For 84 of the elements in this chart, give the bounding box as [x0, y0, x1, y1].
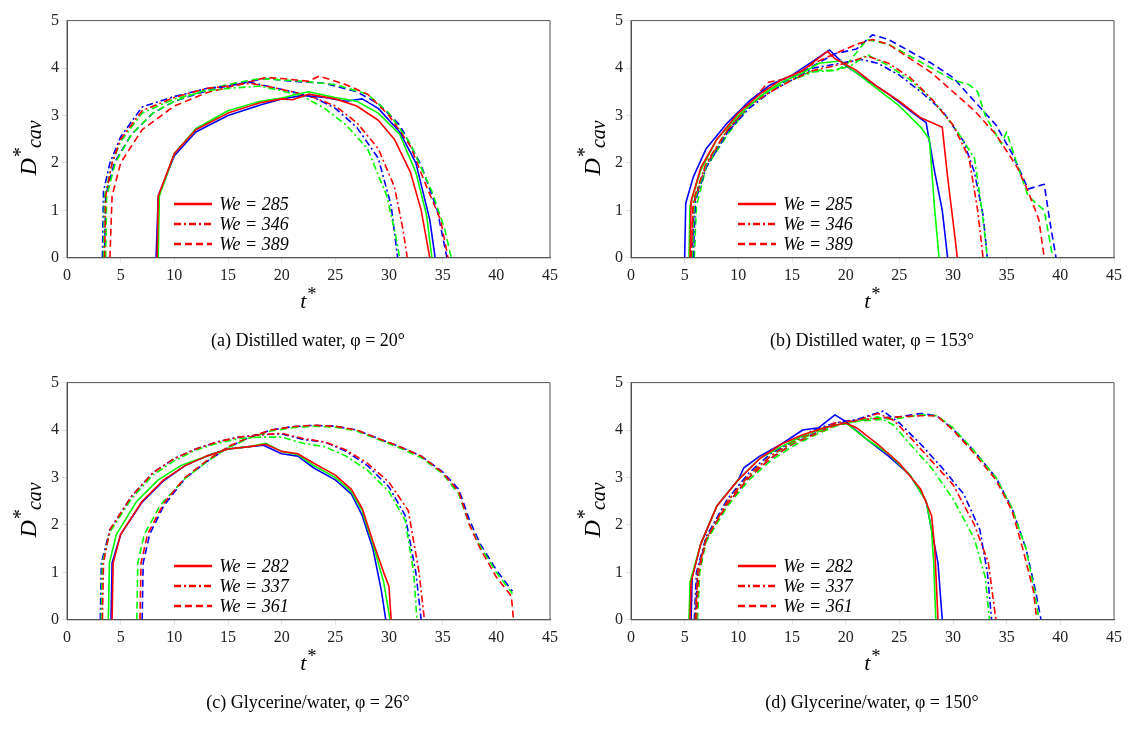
x-tick-label: 35: [434, 627, 451, 645]
x-axis-title: t$^{*}$: [299, 284, 317, 315]
x-tick-label: 10: [730, 265, 747, 283]
text: (b) Distilled water, φ = 153°: [769, 330, 975, 351]
y-tick-label: 0: [615, 248, 623, 265]
x-axis-title: t$^{*}$: [863, 646, 881, 677]
x-tick-label: 25: [327, 265, 344, 283]
x-tick-label: 10: [166, 627, 183, 645]
x-tick-label: 30: [381, 627, 397, 645]
x-tick-label: 15: [220, 627, 236, 645]
y-tick-label: 1: [51, 200, 59, 218]
x-tick-label: 40: [488, 265, 505, 283]
x-tick-label: 5: [680, 627, 689, 645]
x-tick-label: 35: [998, 265, 1015, 283]
x-tick-label: 5: [116, 265, 125, 283]
y-tick-label: 2: [615, 515, 623, 533]
x-tick-label: 30: [381, 265, 397, 283]
legend-label: We = 389: [783, 233, 853, 254]
y-tick-label: 3: [51, 105, 59, 123]
text: (c) Glycerine/water, φ = 26°: [205, 692, 411, 713]
x-tick-label: 40: [488, 627, 505, 645]
x-tick-label: 5: [116, 627, 125, 645]
x-tick-label: 25: [891, 627, 908, 645]
x-tick-label: 15: [784, 265, 800, 283]
legend-label: We = 346: [219, 213, 289, 234]
x-tick-label: 30: [945, 627, 961, 645]
x-tick-label: 0: [627, 265, 635, 283]
x-tick-label: 20: [837, 627, 854, 645]
x-tick-label: 5: [680, 265, 689, 283]
legend-label: We = 285: [219, 193, 289, 214]
x-tick-label: 20: [837, 265, 854, 283]
x-tick-label: 35: [998, 627, 1015, 645]
x-axis-title: t$^{*}$: [863, 284, 881, 315]
y-tick-label: 1: [615, 562, 623, 580]
y-tick-label: 3: [615, 467, 623, 485]
y-tick-label: 4: [615, 420, 623, 438]
y-tick-label: 2: [51, 515, 59, 533]
x-tick-label: 10: [166, 265, 183, 283]
legend-label: We = 361: [219, 595, 289, 616]
y-tick-label: 4: [615, 58, 623, 76]
x-tick-label: 45: [542, 265, 558, 283]
x-tick-label: 0: [63, 627, 71, 645]
text: (d) Glycerine/water, φ = 150°: [764, 692, 980, 713]
x-tick-label: 45: [1106, 627, 1122, 645]
x-tick-label: 20: [273, 265, 290, 283]
legend-label: We = 361: [783, 595, 853, 616]
legend-label: We = 337: [219, 575, 289, 596]
y-tick-label: 0: [615, 610, 623, 627]
legend-label: We = 346: [783, 213, 853, 234]
y-tick-label: 5: [51, 372, 59, 390]
y-tick-label: 3: [51, 467, 59, 485]
x-tick-label: 40: [1052, 265, 1069, 283]
y-tick-label: 5: [615, 10, 623, 28]
y-tick-label: 2: [615, 153, 623, 171]
x-axis-title: t$^{*}$: [299, 646, 317, 677]
y-tick-label: 5: [615, 372, 623, 390]
legend-label: We = 337: [783, 575, 853, 596]
y-tick-label: 1: [615, 200, 623, 218]
x-tick-label: 10: [730, 627, 747, 645]
x-tick-label: 15: [220, 265, 236, 283]
x-tick-label: 35: [434, 265, 451, 283]
x-tick-label: 40: [1052, 627, 1069, 645]
x-tick-label: 45: [542, 627, 558, 645]
legend-label: We = 389: [219, 233, 289, 254]
y-tick-label: 4: [51, 420, 59, 438]
y-tick-label: 1: [51, 562, 59, 580]
x-tick-label: 25: [891, 265, 908, 283]
y-tick-label: 3: [615, 105, 623, 123]
x-tick-label: 20: [273, 627, 290, 645]
x-tick-label: 0: [627, 627, 635, 645]
y-tick-label: 4: [51, 58, 59, 76]
y-tick-label: 0: [51, 610, 59, 627]
legend-label: We = 282: [219, 555, 289, 576]
text: (a) Distilled water, φ = 20°: [210, 330, 406, 351]
x-tick-label: 0: [63, 265, 71, 283]
x-tick-label: 30: [945, 265, 961, 283]
legend-label: We = 282: [783, 555, 853, 576]
y-tick-label: 5: [51, 10, 59, 28]
x-tick-label: 15: [784, 627, 800, 645]
legend-label: We = 285: [783, 193, 853, 214]
x-tick-label: 45: [1106, 265, 1122, 283]
x-tick-label: 25: [327, 627, 344, 645]
y-tick-label: 2: [51, 153, 59, 171]
y-tick-label: 0: [51, 248, 59, 265]
